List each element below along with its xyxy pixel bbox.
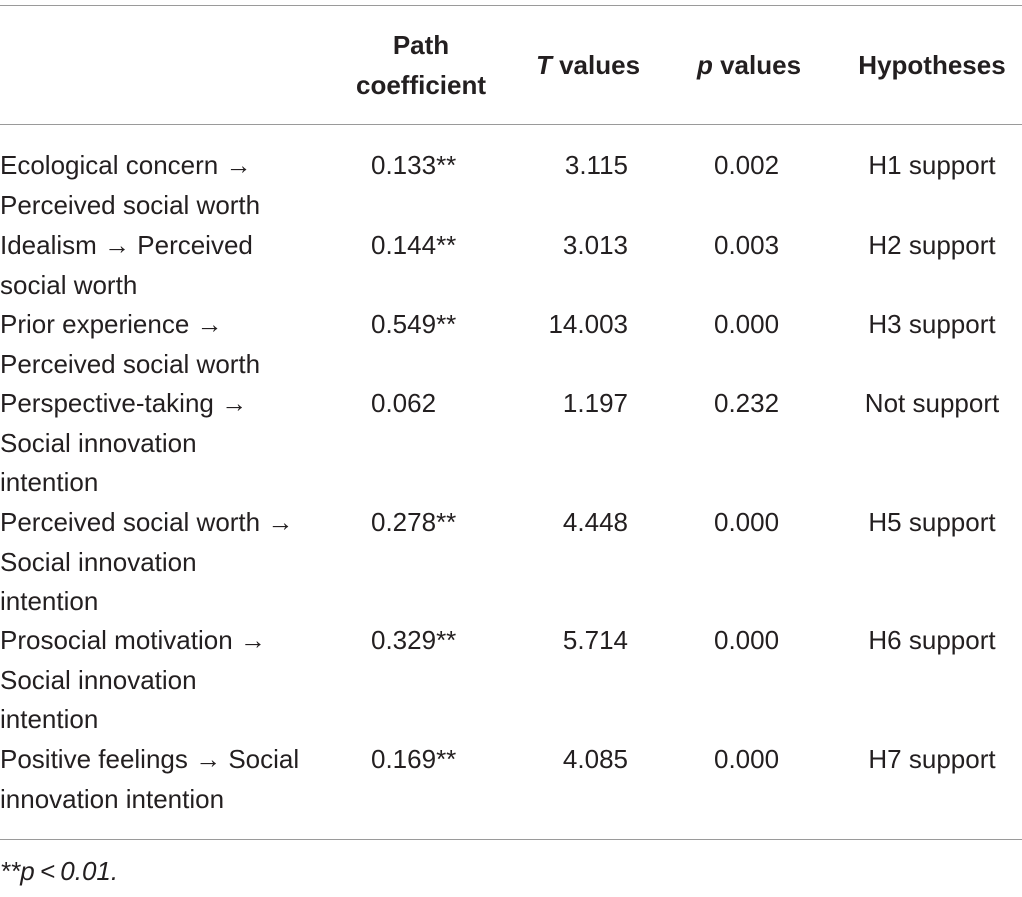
relationship-line: Prosocial motivation → xyxy=(0,625,266,655)
relationship-cell: Perceived social worth → Social innovatio… xyxy=(0,503,330,622)
header-t-values: T values xyxy=(520,45,656,85)
path-coefficient-cell: 0.062 xyxy=(371,388,437,418)
path-coefficient-cell: 0.144** xyxy=(371,230,457,260)
relationship-line: Positive feelings → Social xyxy=(0,744,300,774)
relationship-cell: Prosocial motivation → Social innovation i… xyxy=(0,621,330,740)
header-p-values: p values xyxy=(678,45,820,85)
hypothesis-cell: H7 support xyxy=(868,744,996,774)
relationship-line: Social innovation xyxy=(0,427,197,458)
relationship-line: Idealism → Perceived xyxy=(0,230,253,260)
p-value-cell: 0.000 xyxy=(714,744,780,774)
table-top-rule xyxy=(0,5,1022,6)
header-path-coefficient: Path coefficient xyxy=(340,25,502,105)
relationship-line: Social innovation xyxy=(0,546,197,577)
hypothesis-cell: H6 support xyxy=(868,625,996,655)
header-t-values-text: values xyxy=(551,50,641,80)
p-value-cell: 0.003 xyxy=(714,230,780,260)
relationship-line: innovation intention xyxy=(0,783,225,814)
hypothesis-cell: H2 support xyxy=(868,230,996,260)
relationship-line: social worth xyxy=(0,269,138,300)
hypothesis-cell: H5 support xyxy=(868,507,996,537)
t-value-cell: 5.714 xyxy=(562,625,628,655)
relationship-cell: Perspective-taking → Social innovation int… xyxy=(0,384,330,503)
p-value-cell: 0.000 xyxy=(714,309,780,339)
hypothesis-cell: Not support xyxy=(864,388,1000,418)
relationship-line: Prior experience → xyxy=(0,309,223,339)
p-value-cell: 0.000 xyxy=(714,625,780,655)
p-value-cell: 0.000 xyxy=(714,507,780,537)
relationship-cell: Ecological concern → Perceived social wor… xyxy=(0,146,330,225)
relationship-line: intention xyxy=(0,586,99,616)
relationship-line: Perspective-taking → xyxy=(0,388,248,418)
header-p-values-symbol: p xyxy=(696,50,713,80)
hypothesis-cell: H1 support xyxy=(868,150,996,180)
path-coefficient-cell: 0.133** xyxy=(371,150,457,180)
path-coefficient-cell: 0.278** xyxy=(371,507,457,537)
relationship-line: Perceived social worth xyxy=(0,348,261,379)
path-coefficient-cell: 0.549** xyxy=(371,309,457,339)
t-value-cell: 3.115 xyxy=(564,150,628,180)
header-p-values-text: values xyxy=(712,50,802,80)
t-value-cell: 3.013 xyxy=(562,230,628,260)
header-t-values-symbol: T xyxy=(535,50,552,80)
table-bottom-rule xyxy=(0,839,1022,840)
hypothesis-cell: H3 support xyxy=(868,309,996,339)
relationship-line: intention xyxy=(0,704,99,734)
path-coefficient-cell: 0.329** xyxy=(371,625,457,655)
p-value-cell: 0.002 xyxy=(714,150,780,180)
relationship-cell: Prior experience → Perceived social worth xyxy=(0,305,330,384)
p-value-cell: 0.232 xyxy=(714,388,780,418)
t-value-cell: 14.003 xyxy=(548,309,628,339)
relationship-line: Perceived social worth → xyxy=(0,507,294,537)
t-value-cell: 1.197 xyxy=(562,388,628,418)
relationship-line: Perceived social worth xyxy=(0,189,261,220)
relationship-cell: Positive feelings → Social innovation int… xyxy=(0,740,330,819)
relationship-line: Social innovation xyxy=(0,664,197,695)
relationship-line: intention xyxy=(0,467,99,497)
relationship-cell: Idealism → Perceived social worth xyxy=(0,226,330,305)
table-header-rule xyxy=(0,124,1022,125)
path-coefficient-cell: 0.169** xyxy=(371,744,457,774)
t-value-cell: 4.448 xyxy=(562,507,628,537)
table-footnote: **p < 0.01. xyxy=(0,856,119,886)
header-hypotheses: Hypotheses xyxy=(858,50,1006,80)
header-path-coefficient-line-1: Path xyxy=(392,30,450,60)
t-value-cell: 4.085 xyxy=(562,744,628,774)
relationship-line: Ecological concern → xyxy=(0,150,252,180)
header-path-coefficient-line-2: coefficient xyxy=(355,70,487,100)
